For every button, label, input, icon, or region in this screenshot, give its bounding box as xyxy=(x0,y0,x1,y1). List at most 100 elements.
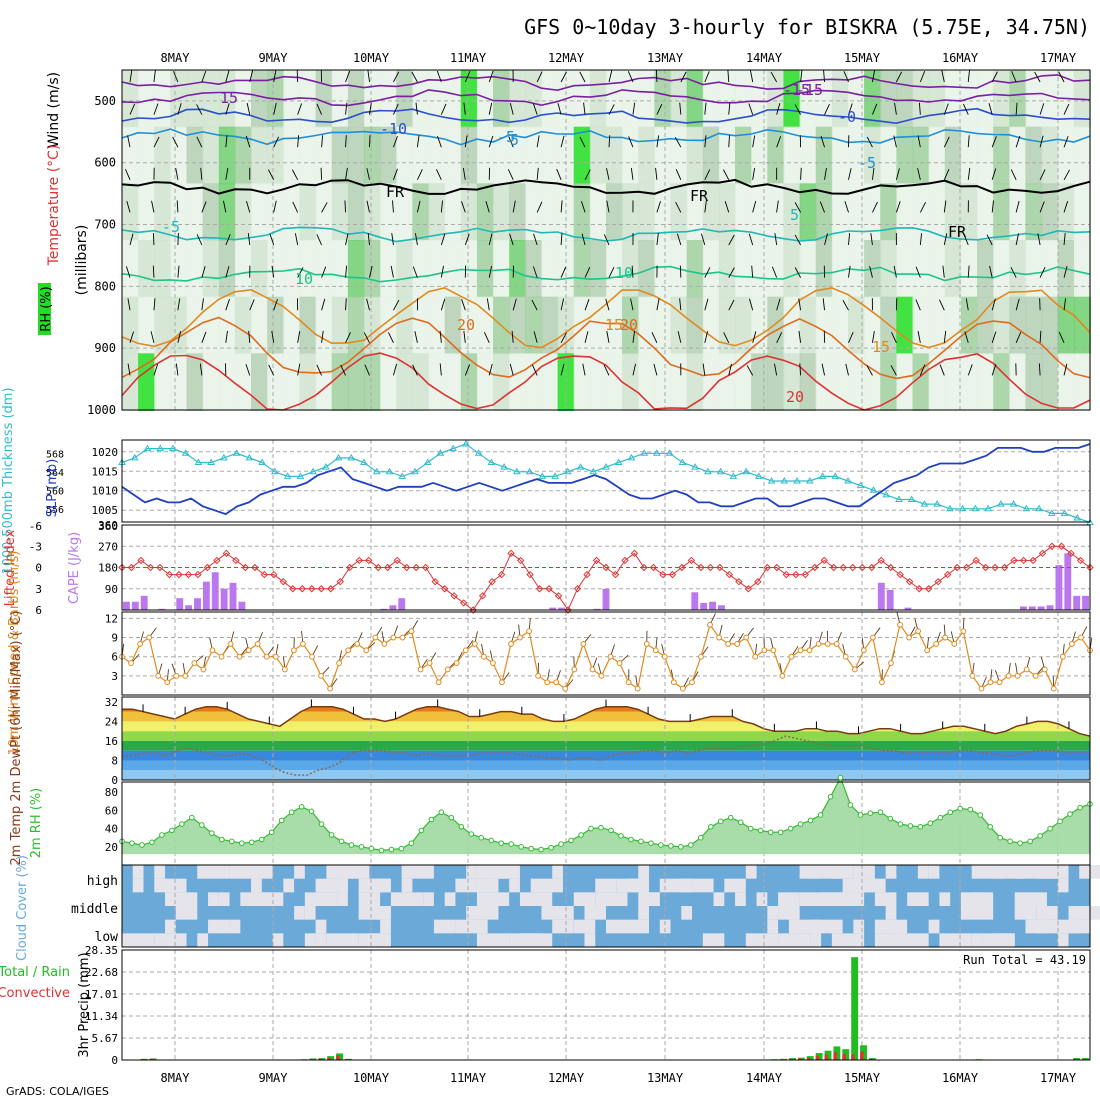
rh-shading xyxy=(380,296,398,355)
rh-shading xyxy=(960,126,979,185)
wind-barb xyxy=(532,266,538,278)
wind-barb xyxy=(848,103,853,115)
rh-shading xyxy=(541,240,559,298)
rh-shading xyxy=(767,70,785,128)
cape-bar xyxy=(389,605,397,610)
cape-bar xyxy=(140,595,148,610)
wind-barb xyxy=(679,102,682,115)
cape-axis-label: CAPE (J/kg) xyxy=(67,532,82,604)
wind-barb xyxy=(488,70,494,83)
wind-barb xyxy=(393,71,400,83)
wind-barb xyxy=(866,136,873,148)
cloud-cell xyxy=(756,892,768,906)
lifted-point xyxy=(573,585,582,593)
dewpoint-line xyxy=(122,735,1090,776)
rh-shading xyxy=(251,240,269,298)
wind-barb xyxy=(776,136,782,148)
lifted-point xyxy=(953,563,961,572)
wind-barb xyxy=(891,332,897,343)
cloud-cell xyxy=(767,919,779,934)
rh-shading xyxy=(880,183,898,241)
pressure-tick-label: 1000 xyxy=(87,403,116,417)
cloud-cell xyxy=(304,892,338,906)
wind-barb xyxy=(461,201,466,213)
thickness-line xyxy=(121,443,1091,524)
wind-barb xyxy=(367,70,370,83)
thickness-point xyxy=(1060,509,1069,516)
thickness-point xyxy=(500,463,508,470)
rh-shading xyxy=(977,296,995,355)
rh-shading xyxy=(283,126,301,185)
cloud-cell xyxy=(433,919,456,934)
wind-barb xyxy=(651,332,658,343)
temp-tick-label: 16 xyxy=(105,735,118,748)
grads-credit: GrADS: COLA/IGES xyxy=(6,1085,109,1098)
wind-barb xyxy=(201,331,207,343)
rh-shading xyxy=(186,353,204,411)
wind-barb xyxy=(986,234,993,246)
thickness-point xyxy=(614,458,623,465)
lifted-point xyxy=(1000,563,1009,572)
wind-barb xyxy=(488,135,494,148)
lifted-point xyxy=(393,556,401,565)
chart-title: GFS 0~10day 3-hourly for BISKRA (5.75E, … xyxy=(524,15,1090,39)
wind-barb xyxy=(1038,363,1041,376)
wind-barb xyxy=(628,136,634,148)
wind-barb xyxy=(464,135,468,148)
cloud-cell xyxy=(369,906,391,920)
wind-barb xyxy=(440,265,444,278)
rh-shading xyxy=(670,353,688,411)
lifted-point xyxy=(545,585,553,593)
pressure-tick-label: 500 xyxy=(94,94,116,108)
wind-barb xyxy=(943,330,947,343)
wind-barb xyxy=(915,299,921,311)
rh-point xyxy=(139,842,145,848)
wind-barb xyxy=(440,233,446,246)
wind-speed-point xyxy=(869,634,876,641)
rh-shading xyxy=(654,353,672,411)
wind-barb xyxy=(153,70,156,83)
wind-speed-point xyxy=(851,666,858,673)
rh-shading xyxy=(541,70,559,128)
cape-bar xyxy=(886,589,894,610)
cloud-cell xyxy=(1014,892,1047,906)
cloud-cell xyxy=(1068,919,1080,934)
thickness-point xyxy=(665,449,674,456)
cloud-cell xyxy=(337,892,348,906)
rh-shading xyxy=(589,353,607,411)
wind-barb xyxy=(321,135,324,148)
wind-barb xyxy=(627,71,634,83)
rh-shading xyxy=(977,70,995,128)
thickness-point xyxy=(296,472,305,479)
wind-barb xyxy=(919,201,927,213)
rh-point xyxy=(817,812,824,818)
rh-shading xyxy=(589,240,607,298)
wind-barb xyxy=(1063,103,1070,115)
wind-barb xyxy=(704,331,709,343)
wind-barb xyxy=(388,332,394,343)
cloud-cell xyxy=(294,865,305,879)
rh-shading xyxy=(315,353,333,411)
wind-barb xyxy=(1015,102,1018,115)
lifted-point xyxy=(469,606,477,614)
wind-speed-point xyxy=(806,647,813,654)
bottom-day-label: 14MAY xyxy=(746,1071,783,1085)
wind-barb xyxy=(391,233,394,246)
cloud-cell xyxy=(638,906,650,920)
rh-shading xyxy=(993,126,1011,185)
rh-shading xyxy=(428,126,446,185)
thickness-point xyxy=(143,444,152,452)
wind-barb xyxy=(536,71,543,83)
rh-shading xyxy=(783,353,801,411)
wind-barb xyxy=(199,363,203,376)
rh-shading xyxy=(654,126,672,185)
wind-barb xyxy=(724,201,730,213)
rh-shading xyxy=(412,126,430,185)
cloud-cell xyxy=(390,892,424,906)
rh-shading xyxy=(831,296,849,355)
rh-shading xyxy=(993,296,1011,355)
wind-barb xyxy=(127,363,131,376)
wind-barb xyxy=(153,103,159,115)
thickness-point xyxy=(220,453,228,461)
rh-shading xyxy=(1073,240,1091,298)
